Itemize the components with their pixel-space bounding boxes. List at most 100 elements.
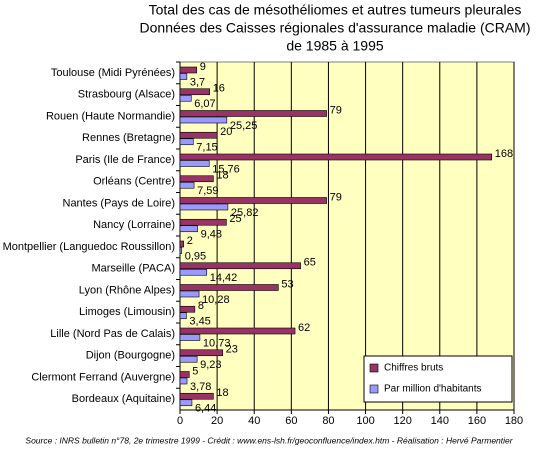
x-tick-label: 20 [211, 415, 223, 427]
data-label: 9,48 [201, 229, 222, 241]
legend-label: Par million d'habitants [384, 384, 482, 395]
bar [179, 153, 493, 161]
bar [179, 138, 194, 146]
data-label: 9,23 [200, 359, 221, 371]
data-label: 14,42 [210, 272, 238, 284]
x-tick-label: 100 [356, 415, 374, 427]
chart-title: Total des cas de mésothéliomes et autres… [149, 2, 522, 18]
bar [179, 116, 228, 124]
data-label: 8 [198, 300, 204, 312]
y-tick-label: Lille (Nord Pas de Calais) [50, 328, 175, 340]
legend-label: Chiffres bruts [384, 363, 443, 374]
data-label: 168 [495, 148, 513, 160]
y-tick-label: Nantes (Pays de Loire) [63, 197, 176, 209]
y-tick-label: Marseille (PACA) [91, 263, 175, 275]
y-tick-label: Rennes (Bretagne) [82, 132, 175, 144]
data-label: 10,73 [203, 337, 231, 349]
data-label: 7,15 [196, 142, 217, 154]
y-tick-label: Toulouse (Midi Pyrénées) [51, 67, 175, 79]
legend-swatch [369, 384, 379, 394]
x-tick-label: 180 [505, 415, 523, 427]
bar [179, 371, 190, 378]
plot-area [179, 61, 515, 411]
bar [179, 377, 188, 385]
y-tick-label: Orléans (Centre) [93, 176, 175, 188]
bar [179, 334, 201, 341]
source-note: Source : INRS bulletin n°78, 2e trimestr… [25, 435, 513, 445]
data-label: 79 [330, 104, 342, 116]
data-label: 25,25 [230, 120, 258, 132]
bar [179, 131, 218, 139]
data-label: 25 [229, 213, 241, 225]
bar [179, 175, 214, 183]
data-label: 7,59 [197, 185, 218, 197]
bar [179, 225, 198, 233]
data-label: 3,45 [189, 316, 210, 328]
x-tick-label: 60 [285, 415, 297, 427]
bar [179, 327, 296, 335]
bar [179, 247, 183, 254]
bar [179, 349, 223, 357]
legend-box [363, 355, 513, 403]
x-tick-label: 40 [248, 415, 260, 427]
x-tick-label: 120 [393, 415, 411, 427]
data-label: 2 [187, 235, 193, 247]
bar [179, 399, 193, 407]
chart-title: de 1985 à 1995 [286, 38, 384, 54]
y-tick-label: Rouen (Haute Normandie) [46, 110, 175, 122]
data-label: 53 [281, 278, 293, 290]
bar [179, 355, 198, 363]
data-label: 6,44 [195, 403, 216, 415]
data-label: 65 [304, 257, 316, 269]
bar [179, 197, 327, 204]
y-tick-label: Strasbourg (Alsace) [78, 89, 175, 101]
y-tick-label: Limoges (Limousin) [79, 306, 175, 318]
data-label: 25,82 [231, 207, 259, 219]
chart-title: Données des Caisses régionales d'assuran… [140, 20, 531, 36]
bar [179, 94, 192, 102]
bar [179, 392, 214, 400]
x-tick-label: 80 [322, 415, 334, 427]
x-tick-label: 160 [468, 415, 486, 427]
bar [179, 262, 301, 270]
y-tick-label: Paris (Ile de France) [75, 154, 175, 166]
bar [179, 203, 229, 211]
x-tick-label: 140 [431, 415, 449, 427]
bar [179, 290, 200, 298]
y-tick-label: Lyon (Rhône Alpes) [79, 284, 175, 296]
bar [179, 305, 196, 313]
bar [179, 110, 327, 117]
bar [179, 284, 279, 291]
data-label: 18 [216, 170, 228, 182]
y-tick-label: Clermont Ferrand (Auvergne) [31, 371, 175, 383]
data-label: 23 [226, 344, 238, 356]
data-label: 9 [200, 61, 206, 73]
data-label: 0,95 [185, 250, 206, 262]
data-label: 15,76 [212, 163, 240, 175]
bar [179, 181, 195, 189]
data-label: 3,78 [190, 381, 211, 393]
bar [179, 73, 188, 80]
data-label: 10,28 [202, 294, 230, 306]
data-label: 3,7 [190, 76, 205, 88]
bar [179, 268, 208, 276]
bar [179, 160, 210, 167]
data-label: 16 [213, 83, 225, 95]
bar [179, 218, 227, 226]
y-tick-label: Montpellier (Languedoc Roussillon) [3, 241, 175, 253]
data-label: 20 [220, 126, 232, 138]
data-label: 62 [298, 322, 310, 334]
bar [179, 88, 210, 96]
bar [179, 66, 198, 74]
y-tick-label: Nancy (Lorraine) [93, 219, 175, 231]
data-label: 5 [192, 365, 198, 377]
data-label: 6,07 [194, 98, 215, 110]
x-tick-label: 0 [177, 415, 183, 427]
y-tick-label: Bordeaux (Aquitaine) [72, 393, 175, 405]
bar [179, 312, 187, 320]
y-tick-label: Dijon (Bourgogne) [86, 350, 175, 362]
data-label: 18 [216, 387, 228, 399]
data-label: 79 [330, 191, 342, 203]
legend-swatch [369, 363, 379, 373]
